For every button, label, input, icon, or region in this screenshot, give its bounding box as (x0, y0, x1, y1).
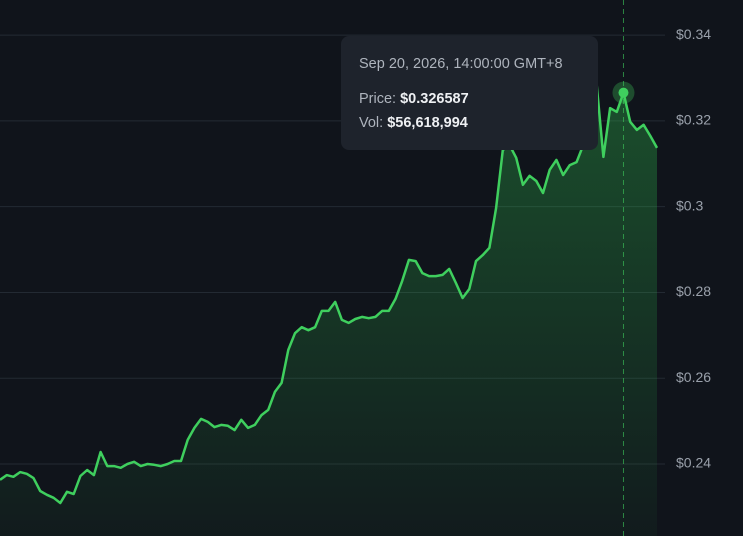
y-tick-label: $0.28 (676, 283, 711, 299)
area (0, 84, 657, 536)
tooltip: Sep 20, 2026, 14:00:00 GMT+8 Price: $0.3… (341, 36, 598, 150)
y-tick-label: $0.26 (676, 369, 711, 385)
y-tick-label: $0.24 (676, 455, 711, 471)
price-line (0, 83, 659, 505)
price-value: $0.326587 (400, 91, 469, 107)
y-tick-label: $0.3 (676, 197, 703, 213)
tooltip-date: Sep 20, 2026, 14:00:00 GMT+8 (359, 56, 563, 72)
y-tick-label: $0.32 (676, 112, 711, 128)
vol-label: Vol: (359, 115, 384, 131)
hover-point (618, 87, 629, 98)
tooltip-price: Price: $0.326587 (359, 91, 469, 107)
y-tick-label: $0.34 (676, 26, 711, 42)
price-label: Price: (359, 91, 397, 107)
vol-value: $56,618,994 (387, 115, 468, 131)
tooltip-vol: Vol: $56,618,994 (359, 115, 468, 131)
